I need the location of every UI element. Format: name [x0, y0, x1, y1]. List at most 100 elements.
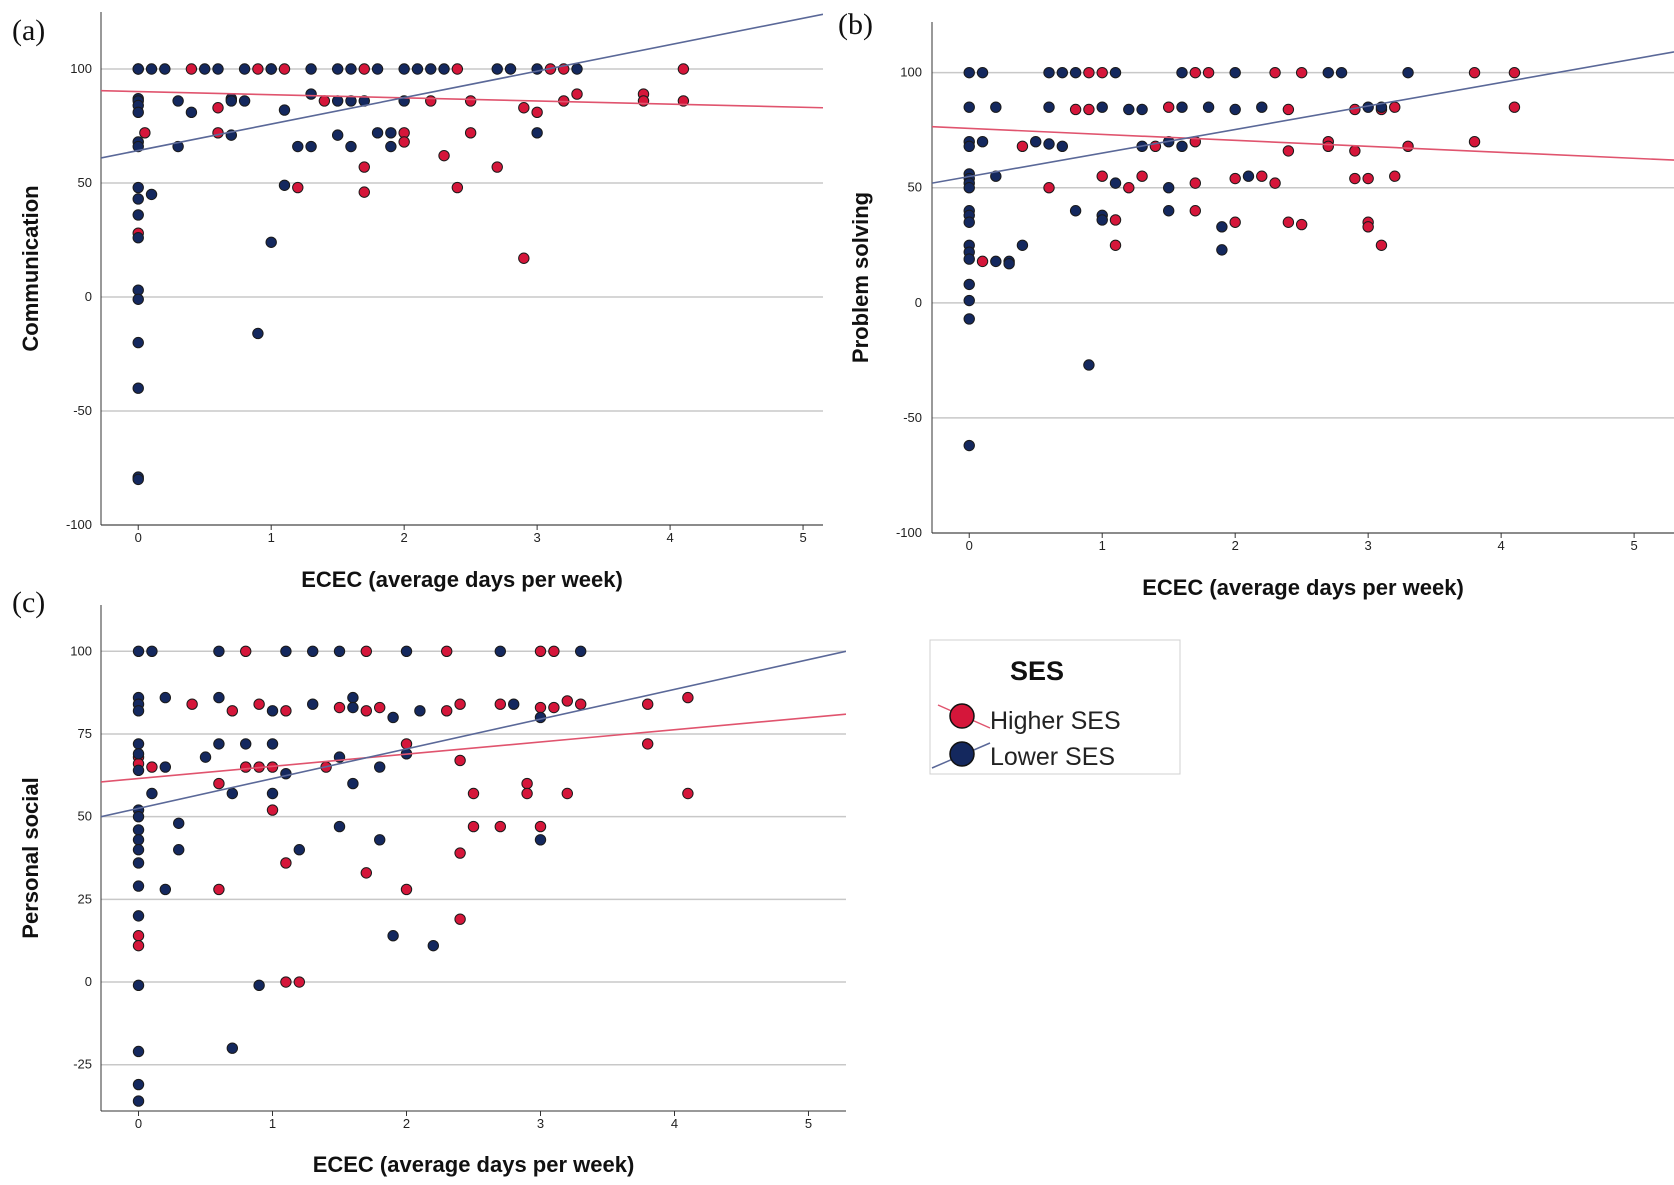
fit-line-higher — [101, 713, 846, 783]
point-lower — [1056, 140, 1069, 152]
y-tick-label: 75 — [78, 726, 92, 741]
point-higher — [278, 63, 291, 75]
point-lower — [132, 979, 145, 992]
point-higher — [561, 787, 573, 800]
point-lower — [132, 1045, 145, 1058]
point-higher — [212, 102, 224, 114]
panel-label: (b) — [838, 8, 873, 41]
y-tick-label: 50 — [908, 180, 922, 195]
legend-title: SES — [1010, 656, 1064, 686]
point-lower — [345, 63, 357, 75]
chart-panel-2: -100 -50 0 50 100 0 1 2 3 4 5 ECEC (average days pe… — [838, 8, 1674, 600]
point-higher — [1083, 66, 1095, 79]
point-lower — [963, 439, 975, 452]
point-lower — [491, 63, 503, 75]
point-lower — [172, 95, 184, 107]
point-lower — [132, 63, 144, 75]
point-higher — [1375, 239, 1388, 251]
fit-line-higher — [101, 89, 823, 109]
point-lower — [1176, 101, 1188, 113]
point-higher — [1109, 214, 1122, 226]
point-lower — [963, 313, 975, 325]
legend-marker-lower — [949, 741, 975, 767]
point-higher — [491, 161, 503, 173]
point-higher — [1189, 177, 1201, 189]
point-higher — [1322, 140, 1334, 152]
point-lower — [385, 140, 397, 153]
point-higher — [400, 883, 413, 896]
point-higher — [1402, 140, 1414, 152]
point-lower — [963, 216, 975, 228]
point-lower — [132, 382, 144, 394]
point-higher — [682, 691, 694, 704]
point-higher — [1349, 145, 1361, 157]
point-lower — [199, 63, 211, 75]
y-tick-label: 0 — [85, 289, 92, 304]
point-higher — [1043, 182, 1055, 194]
y-tick-label: -50 — [903, 410, 922, 425]
fit-line-lower — [101, 650, 846, 818]
point-higher — [360, 645, 373, 658]
point-lower — [146, 645, 158, 658]
y-tick-label: 100 — [70, 61, 92, 76]
point-lower — [374, 834, 386, 846]
point-higher — [1016, 140, 1029, 152]
point-lower — [266, 705, 279, 717]
point-lower — [1096, 214, 1108, 226]
point-lower — [1043, 101, 1055, 113]
x-tick-label: 1 — [268, 530, 275, 545]
y-axis-label: Communication — [18, 185, 43, 351]
point-higher — [454, 847, 466, 859]
point-higher — [1282, 216, 1295, 228]
point-lower — [976, 135, 989, 148]
point-lower — [266, 738, 279, 750]
point-higher — [521, 777, 533, 790]
point-higher — [1069, 103, 1082, 116]
y-tick-label: 100 — [70, 643, 92, 658]
point-higher — [976, 255, 989, 268]
point-higher — [185, 63, 198, 75]
point-lower — [292, 140, 304, 153]
point-higher — [1389, 170, 1401, 182]
legend-item-lower: Lower SES — [931, 741, 1115, 771]
point-lower — [385, 127, 397, 139]
point-lower — [963, 140, 975, 152]
point-lower — [305, 140, 317, 153]
point-lower — [213, 738, 225, 750]
point-lower — [185, 106, 198, 119]
points-layer — [132, 63, 690, 486]
point-higher — [1295, 218, 1308, 231]
x-tick-label: 5 — [799, 530, 806, 545]
point-lower — [534, 711, 547, 724]
legend-label-higher: Higher SES — [990, 707, 1121, 735]
panel-label: (a) — [12, 14, 45, 47]
point-lower — [132, 857, 145, 869]
point-higher — [240, 645, 252, 658]
point-lower — [1176, 140, 1188, 152]
point-lower — [132, 293, 144, 305]
point-lower — [347, 691, 359, 704]
point-lower — [1242, 170, 1255, 182]
point-lower — [976, 66, 989, 79]
x-tick-label: 3 — [534, 530, 541, 545]
point-higher — [682, 787, 694, 800]
point-higher — [451, 63, 464, 75]
point-lower — [305, 88, 317, 100]
point-lower — [132, 824, 145, 836]
point-lower — [212, 63, 224, 75]
point-lower — [307, 645, 319, 658]
point-lower — [1043, 138, 1055, 150]
point-lower — [132, 810, 145, 823]
point-higher — [548, 645, 560, 658]
x-tick-label: 3 — [1365, 538, 1372, 553]
point-lower — [531, 127, 543, 139]
point-higher — [1349, 172, 1361, 185]
y-tick-label: 50 — [78, 175, 92, 190]
point-higher — [637, 95, 650, 107]
y-axis-label: Personal social — [18, 777, 43, 938]
point-lower — [1402, 66, 1414, 79]
legend-marker-higher — [949, 703, 975, 729]
point-higher — [1282, 103, 1295, 116]
chart-panel-3: -25 0 25 50 75 100 0 1 2 3 4 5 ECEC (average days pe… — [12, 586, 846, 1177]
